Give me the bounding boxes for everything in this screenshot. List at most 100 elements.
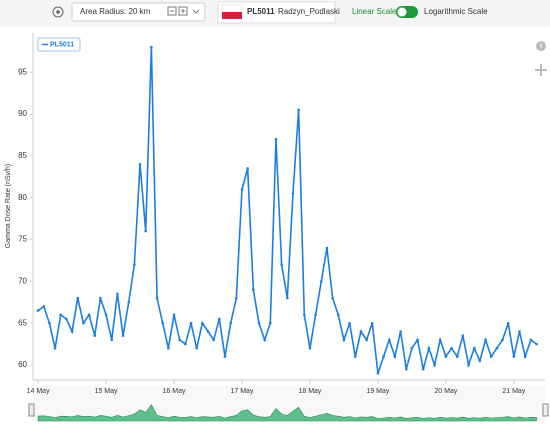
data-point [331,296,334,300]
data-point [438,338,442,342]
data-point [269,321,272,325]
data-point [48,321,51,325]
data-point [319,280,323,283]
data-point [484,338,487,342]
navigator-area [37,404,537,422]
data-point [229,321,232,325]
radius-label: Area Radius: 20 km [80,7,151,16]
data-point [133,263,136,266]
data-point [478,359,482,363]
data-point [257,321,261,325]
y-tick-label: 95 [18,67,27,76]
data-point [59,313,63,317]
data-point [42,305,46,308]
data-point [280,263,283,266]
data-point [455,355,459,358]
data-point [302,313,306,317]
toggle-knob [397,7,407,17]
data-point [291,192,295,195]
data-point [218,317,221,321]
minus-button[interactable] [167,6,177,16]
data-point [325,246,329,250]
data-point [523,355,527,358]
data-point [235,296,238,300]
data-point [121,334,125,337]
x-tick-label: 17 May [231,388,254,395]
data-point [150,45,153,49]
data-point [376,372,380,375]
data-point [348,321,351,325]
station-id: PL5011 [247,7,275,16]
data-point [167,346,170,350]
add-icon[interactable] [535,64,547,76]
navigator-handle[interactable] [28,403,35,417]
navigator-handle[interactable] [542,403,549,417]
data-point [433,363,436,367]
data-point [506,321,510,325]
y-tick-label: 85 [18,151,27,160]
data-point [495,346,499,350]
x-tick-label: 19 May [366,388,389,395]
data-point [65,317,68,321]
info-icon[interactable] [536,41,546,51]
data-point [461,334,465,337]
data-point [450,346,453,350]
data-point [308,346,312,350]
y-tick-label: 75 [18,235,27,244]
info-glyph: i [540,43,542,50]
data-point [70,330,74,333]
x-tick-label: 20 May [434,388,457,395]
data-point [76,296,80,300]
linear-scale-label[interactable]: Linear Scale [352,7,397,16]
plus-button[interactable] [178,6,188,16]
data-point [427,346,431,350]
data-point [178,338,181,342]
data-point [342,338,346,342]
data-line [37,47,537,374]
data-point [489,355,493,358]
y-tick-label: 80 [18,193,27,202]
data-point [189,321,193,325]
log-scale-label[interactable]: Logarithmic Scale [424,7,488,16]
data-point [467,363,470,367]
data-point [161,321,164,325]
x-tick-label: 18 May [298,388,321,395]
data-point [529,338,533,342]
data-point [206,330,210,333]
data-point [370,321,374,325]
data-point [365,338,368,342]
data-point [246,167,249,170]
flag-white [221,4,243,13]
legend [37,37,81,52]
data-point [240,188,244,191]
data-point [314,313,317,317]
data-point [444,355,448,358]
data-point [82,321,85,325]
data-point [184,342,187,346]
data-point [297,108,300,112]
data-point [274,137,278,141]
data-point [399,330,402,333]
data-point [410,346,414,350]
data-point [393,355,397,358]
x-tick-label: 14 May [27,388,50,395]
data-point [382,355,385,358]
data-point [172,313,176,317]
data-point [353,355,357,358]
data-point [223,355,227,358]
data-point [252,288,255,291]
data-point [36,309,40,312]
legend-label[interactable]: PL5011 [50,41,74,48]
station-select[interactable] [217,1,336,24]
y-tick-label: 70 [18,276,27,285]
data-point [138,162,142,166]
data-point [501,338,504,342]
data-point [518,330,521,333]
data-point [53,346,57,350]
y-tick-label: 90 [18,109,27,118]
locate-icon[interactable] [52,6,64,18]
data-point [421,367,425,371]
data-point [104,313,108,317]
data-point [93,334,97,337]
